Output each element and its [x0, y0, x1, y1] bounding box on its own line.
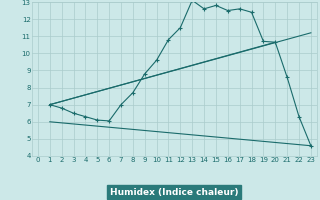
Text: Humidex (Indice chaleur): Humidex (Indice chaleur)	[110, 188, 239, 196]
